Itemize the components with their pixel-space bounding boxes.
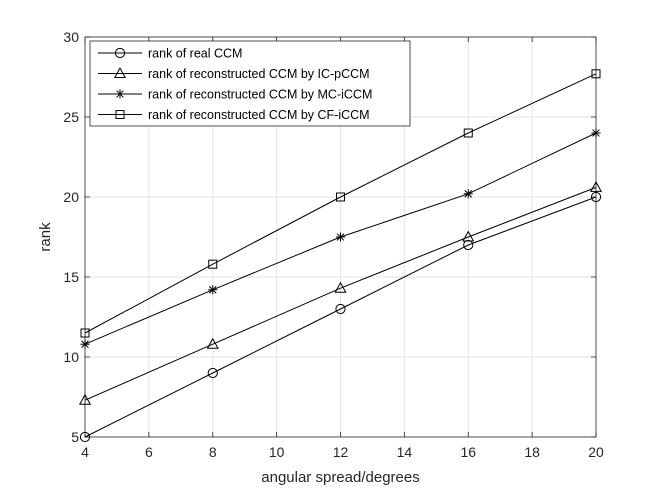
data-point-marker	[208, 259, 218, 269]
data-point-marker	[336, 192, 345, 202]
data-point-marker	[206, 337, 219, 349]
y-tick-label: 10	[63, 349, 79, 365]
legend-label: rank of reconstructed CCM by CF-iCCM	[148, 108, 370, 122]
data-point-marker	[335, 303, 346, 315]
data-point-marker	[79, 431, 91, 443]
series-line	[84, 186, 597, 401]
legend-item: rank of real CCM	[98, 47, 242, 61]
x-tick-label: 14	[397, 444, 413, 460]
legend-marker	[113, 67, 127, 78]
series-3	[80, 128, 601, 349]
data-point-marker	[78, 393, 92, 405]
data-point-marker	[590, 191, 602, 203]
data-point-marker	[80, 328, 90, 338]
x-tick-label: 16	[460, 444, 476, 460]
data-point-marker	[208, 285, 218, 295]
marker-stroke	[208, 285, 217, 294]
y-tick-label: 15	[63, 269, 79, 285]
data-point-marker	[463, 128, 473, 138]
data-point-marker	[463, 239, 474, 251]
series-1	[79, 191, 602, 443]
x-tick-label: 20	[588, 444, 604, 460]
y-axis-label: rank	[37, 222, 54, 252]
y-tick-label: 20	[63, 189, 79, 205]
marker-stroke	[592, 129, 600, 137]
x-tick-label: 18	[524, 444, 540, 460]
data-point-marker	[591, 128, 601, 138]
legend-item: rank of reconstructed CCM by CF-iCCM	[98, 108, 370, 122]
y-tick-label: 25	[63, 109, 79, 125]
data-point-marker	[589, 180, 603, 192]
y-tick-label: 5	[71, 429, 79, 445]
legend-marker	[114, 47, 126, 59]
x-tick-label: 6	[145, 444, 153, 460]
series-line	[84, 73, 597, 334]
legend-label: rank of reconstructed CCM by IC-pCCM	[148, 67, 370, 81]
legend-item: rank of reconstructed CCM by IC-pCCM	[98, 67, 370, 81]
legend-marker	[115, 89, 125, 99]
x-tick-label: 10	[269, 444, 285, 460]
series-2	[78, 180, 603, 405]
marker-stroke	[116, 90, 124, 98]
data-point-marker	[334, 281, 347, 293]
x-tick-label: 8	[209, 444, 217, 460]
marker-stroke	[464, 189, 473, 198]
data-point-marker	[335, 232, 346, 242]
x-axis-label: angular spread/degrees	[261, 469, 419, 486]
series-line	[84, 196, 597, 438]
data-point-marker	[80, 339, 90, 349]
series-layer	[78, 69, 603, 443]
y-tick-label: 30	[63, 29, 79, 45]
legend-label: rank of reconstructed CCM by MC-iCCM	[148, 88, 372, 102]
series-4	[80, 69, 601, 338]
legend: rank of real CCM rank of reconstructed CC…	[89, 40, 411, 127]
data-point-marker	[463, 189, 473, 199]
legend-item: rank of reconstructed CCM by MC-iCCM	[98, 88, 372, 102]
x-tick-label: 4	[81, 444, 89, 460]
x-tick-label: 12	[333, 444, 349, 460]
data-point-marker	[591, 69, 601, 79]
marker-stroke	[336, 233, 345, 241]
legend-label: rank of real CCM	[148, 47, 242, 61]
data-point-marker	[207, 367, 218, 379]
legend-marker	[115, 110, 125, 119]
marker-stroke	[81, 340, 89, 349]
data-point-marker	[462, 230, 475, 242]
legend-box	[89, 40, 411, 127]
